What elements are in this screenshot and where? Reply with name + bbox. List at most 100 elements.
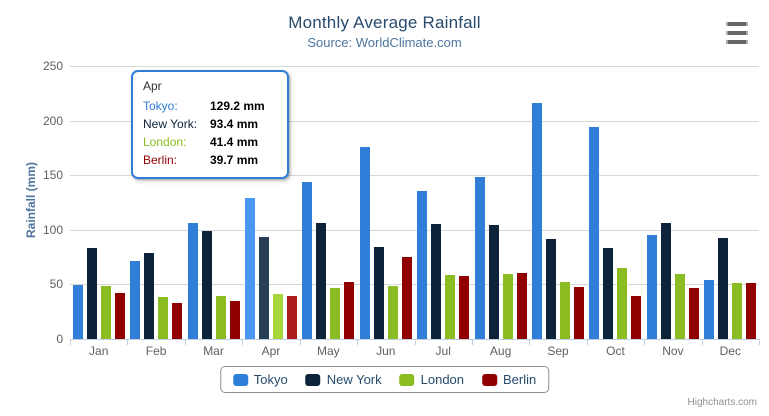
y-axis-label-250: 250 [42,59,63,73]
bar-newyork-jan[interactable] [86,248,97,339]
bar-tokyo-apr[interactable] [244,198,255,339]
bar-tokyo-dec[interactable] [704,280,715,339]
bar-tokyo-nov[interactable] [646,235,657,339]
bar-newyork-nov[interactable] [660,223,671,339]
x-axis-label-oct: Oct [606,344,625,358]
bar-berlin-oct[interactable] [631,296,642,339]
bar-london-mar[interactable] [215,296,226,339]
bar-tokyo-may[interactable] [302,182,313,339]
bar-tokyo-feb[interactable] [130,261,141,339]
bar-newyork-sep[interactable] [546,239,557,339]
bar-berlin-aug[interactable] [516,273,527,339]
bar-tokyo-oct[interactable] [589,127,600,339]
x-axis-label-apr: Apr [261,344,281,358]
bar-tokyo-aug[interactable] [474,177,485,339]
legend-item-newyork[interactable]: New York [305,372,382,387]
x-axis-tick [471,340,473,345]
gridline-250 [70,66,759,67]
bar-london-jan[interactable] [100,286,111,339]
bar-berlin-may[interactable] [344,282,355,339]
bar-berlin-jun[interactable] [401,257,412,339]
bar-berlin-apr[interactable] [286,296,297,339]
chart-title: Monthly Average Rainfall [288,13,481,32]
y-axis-label-50: 50 [49,277,63,292]
tooltip-series-value: 41.4 mm [210,135,259,149]
hamburger-menu-icon [726,22,748,26]
bar-newyork-jul[interactable] [431,224,442,339]
x-axis-label-nov: Nov [662,344,684,358]
bar-newyork-mar[interactable] [201,231,212,339]
tooltip-rows: Tokyo: 129.2 mm New York: 93.4 mm London: 41.… [143,97,277,169]
x-axis-tick [414,340,416,345]
bar-tokyo-jul[interactable] [417,191,428,339]
bar-berlin-jul[interactable] [459,276,470,339]
bar-newyork-feb[interactable] [144,253,155,339]
bar-berlin-jan[interactable] [114,293,125,339]
bar-london-aug[interactable] [502,274,513,339]
bar-london-nov[interactable] [674,274,685,339]
bar-group-may [300,66,357,339]
bar-group-nov [644,66,701,339]
x-axis-label-mar: Mar [203,344,224,358]
bar-tokyo-mar[interactable] [187,223,198,339]
x-axis-tick [70,340,71,345]
x-axis-line [70,339,760,340]
bar-london-jun[interactable] [387,286,398,339]
bar-group-dec [702,66,759,339]
bar-london-apr[interactable] [272,294,283,339]
tooltip: Apr Tokyo: 129.2 mm New York: 93.4 mm London… [131,70,289,179]
legend-label-tokyo: Tokyo [253,372,288,387]
bar-group-sep [529,66,586,339]
gridline-50 [70,284,759,286]
bar-berlin-nov[interactable] [688,288,699,339]
tooltip-row-berlin: Berlin: 39.7 mm [143,151,277,169]
bar-newyork-oct[interactable] [603,248,614,339]
bar-newyork-aug[interactable] [488,225,499,339]
legend-item-tokyo[interactable]: Tokyo [232,372,288,387]
credits-link[interactable]: Highcharts.com [687,397,757,408]
bar-berlin-dec[interactable] [746,283,757,339]
bar-newyork-apr[interactable] [258,237,269,339]
x-axis-tick [644,340,646,345]
legend-item-london[interactable]: London [399,372,465,387]
bar-group-aug [472,66,529,339]
bar-berlin-sep[interactable] [574,287,585,339]
x-axis-label-aug: Aug [489,344,512,358]
bar-tokyo-sep[interactable] [532,103,543,339]
gridline-100 [70,229,759,231]
bar-group-feb [127,66,184,339]
export-menu-button[interactable] [726,22,748,44]
bar-berlin-feb[interactable] [172,303,183,339]
bar-london-feb[interactable] [158,297,169,339]
x-axis-tick [184,340,186,345]
bar-london-jul[interactable] [445,275,456,339]
legend-symbol-newyork [305,373,321,386]
bar-newyork-dec[interactable] [718,238,729,339]
x-axis-tick [357,340,359,345]
legend: Tokyo New York London Berlin [219,366,550,393]
tooltip-row-london: London: 41.4 mm [143,133,277,151]
bar-tokyo-jun[interactable] [359,147,370,339]
legend-item-berlin[interactable]: Berlin [482,372,536,387]
bar-newyork-may[interactable] [316,223,327,339]
bar-tokyo-jan[interactable] [72,285,83,339]
legend-symbol-tokyo [232,373,248,386]
bar-london-sep[interactable] [560,282,571,339]
x-axis-tick [759,340,760,345]
tooltip-series-label: Tokyo: [143,99,178,113]
bar-group-jun [357,66,414,339]
tooltip-row-tokyo: Tokyo: 129.2 mm [143,97,277,115]
tooltip-series-label: Berlin: [143,153,178,167]
bar-london-dec[interactable] [732,283,743,339]
legend-label-london: London [420,372,465,387]
bar-london-oct[interactable] [617,268,628,339]
bar-berlin-mar[interactable] [229,301,240,339]
bar-group-mar [185,66,242,339]
y-axis-label-150: 150 [42,168,63,183]
bar-newyork-jun[interactable] [373,247,384,339]
x-axis-tick [127,340,129,345]
x-axis-label-dec: Dec [719,344,741,358]
x-axis-tick [242,340,244,345]
bar-london-may[interactable] [330,288,341,339]
hamburger-menu-icon [726,40,748,44]
